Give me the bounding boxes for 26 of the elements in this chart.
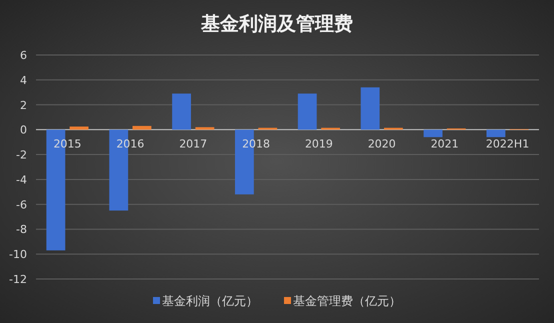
chart-title: 基金利润及管理费 (200, 13, 353, 35)
y-tick-label: -4 (16, 173, 27, 186)
y-tick-label: 0 (20, 124, 27, 137)
x-tick-label: 2017 (179, 138, 208, 151)
x-tick-label: 2021 (430, 138, 459, 151)
x-tick-label: 2022H1 (486, 138, 530, 151)
x-tick-label: 2019 (304, 138, 333, 151)
bar (298, 94, 317, 130)
y-tick-label: -10 (9, 248, 27, 262)
x-tick-label: 2020 (368, 138, 396, 151)
bar (424, 130, 442, 138)
y-tick-label: 6 (20, 49, 27, 62)
y-tick-label: -6 (16, 198, 27, 212)
y-tick-label: -2 (16, 148, 27, 162)
y-tick-label: -8 (16, 223, 27, 236)
legend-label: 基金管理费（亿元） (293, 294, 401, 308)
bar (70, 126, 88, 130)
bar (486, 130, 506, 138)
y-tick-label: -12 (9, 273, 27, 286)
y-tick-label: 4 (20, 74, 27, 87)
bar (195, 127, 214, 130)
bar (132, 126, 152, 130)
legend-label: 基金利润（亿元） (162, 294, 258, 308)
bar (360, 87, 380, 130)
y-tick-label: 2 (20, 98, 27, 112)
bar (172, 94, 191, 130)
